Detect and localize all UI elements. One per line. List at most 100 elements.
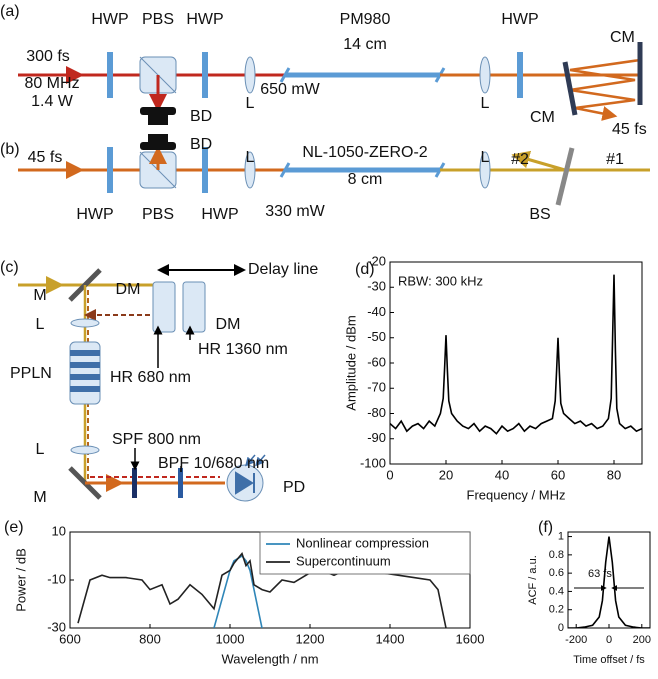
y-tick-label: -20 <box>367 253 386 268</box>
legend-label: Supercontinuum <box>296 553 391 568</box>
y-tick-label: -90 <box>367 430 386 445</box>
hwp-label: HWP <box>91 11 128 28</box>
pulse-label: 45 fs <box>612 121 647 138</box>
dump-label: BD <box>190 136 212 153</box>
x-tick-label: 1000 <box>216 631 245 646</box>
x-tick-label: 60 <box>551 467 565 482</box>
y-tick-label: -50 <box>367 329 386 344</box>
plot-frame <box>567 531 651 629</box>
x-tick-label: 40 <box>495 467 509 482</box>
legend-label: Nonlinear compression <box>296 535 429 550</box>
fiber-label: NL-1050-ZERO-2 <box>302 144 427 161</box>
y-tick-label: 0.6 <box>549 567 564 579</box>
lens-label: L <box>481 95 490 112</box>
lens-label: L <box>246 149 255 166</box>
y-tick-label: 0.4 <box>549 585 564 597</box>
hr-label: HR 1360 nm <box>198 341 288 358</box>
power-label: 330 mW <box>265 203 325 220</box>
y-axis-label: Power / dB <box>13 548 28 612</box>
dm-label: DM <box>216 316 241 333</box>
lens-label: L <box>481 149 490 166</box>
crystal-label: PPLN <box>10 365 52 382</box>
y-axis-label: Amplitude / dBm <box>343 315 358 410</box>
x-tick-label: 800 <box>139 631 161 646</box>
splitter-label: BS <box>529 206 550 223</box>
hwp-label: HWP <box>186 11 223 28</box>
y-tick-label: -30 <box>367 279 386 294</box>
panel-label: (a) <box>0 3 20 20</box>
dump-label: BD <box>190 108 212 125</box>
panel-a-optics <box>18 42 643 125</box>
plot-frame <box>389 261 643 465</box>
filter-label: SPF 800 nm <box>112 431 201 448</box>
x-tick-label: 20 <box>439 467 453 482</box>
hwp-label: HWP <box>501 11 538 28</box>
y-tick-label: -80 <box>367 405 386 420</box>
x-tick-label: 0 <box>606 634 612 646</box>
y-tick-label: -30 <box>47 619 66 634</box>
lens-label: L <box>246 95 255 112</box>
mirror-label: M <box>33 287 46 304</box>
x-axis-label: Time offset / fs <box>573 654 645 666</box>
x-tick-label: 80 <box>607 467 621 482</box>
y-tick-label: -10 <box>47 571 66 586</box>
fiber-label: PM980 <box>340 11 391 28</box>
panel-label: (c) <box>0 259 19 276</box>
power-label: 650 mW <box>260 81 320 98</box>
pbs-label: PBS <box>142 206 174 223</box>
y-tick-label: -100 <box>360 455 386 470</box>
panel-b-optics <box>18 134 650 206</box>
panel-label: (f) <box>538 519 553 536</box>
y-tick-label: 0 <box>558 622 564 634</box>
y-tick-label: -70 <box>367 380 386 395</box>
y-tick-label: 0.2 <box>549 604 564 616</box>
x-axis-label: Wavelength / nm <box>221 651 318 666</box>
fiber-length: 14 cm <box>343 36 387 53</box>
y-tick-label: 1 <box>558 530 564 542</box>
panel-label: (d) <box>355 261 375 278</box>
data-line <box>213 554 263 628</box>
lens-label: L <box>36 441 45 458</box>
rep-rate: 80 MHz <box>24 75 79 92</box>
pbs-label: PBS <box>142 11 174 28</box>
x-axis-label: Frequency / MHz <box>467 487 566 502</box>
y-tick-label: -40 <box>367 304 386 319</box>
annotation: RBW: 300 kHz <box>398 273 483 288</box>
panel-label: (e) <box>4 519 24 536</box>
pulse-label: 45 fs <box>28 149 63 166</box>
port-label: #2 <box>511 151 529 168</box>
legend-box <box>259 531 471 575</box>
x-tick-label: -200 <box>565 634 587 646</box>
panel-c-optics <box>18 264 266 502</box>
x-tick-label: 1200 <box>296 631 325 646</box>
y-axis-label: ACF / a.u. <box>527 555 539 605</box>
y-tick-label: 0.8 <box>549 549 564 561</box>
mirror-label: CM <box>610 29 635 46</box>
mirror-label: CM <box>530 109 555 126</box>
annotation: 63 fs <box>588 568 612 580</box>
fiber-length: 8 cm <box>348 171 383 188</box>
data-line <box>390 274 642 435</box>
y-tick-label: -60 <box>367 354 386 369</box>
filter-label: BPF 10/680 nm <box>158 455 269 472</box>
pulse-label: 300 fs <box>26 48 70 65</box>
dm-label: DM <box>116 281 141 298</box>
x-tick-label: 600 <box>59 631 81 646</box>
y-tick-label: 10 <box>52 523 66 538</box>
x-tick-label: 200 <box>633 634 651 646</box>
hwp-label: HWP <box>76 206 113 223</box>
delay-label: Delay line <box>248 261 318 278</box>
detector-label: PD <box>283 479 305 496</box>
hwp-label: HWP <box>201 206 238 223</box>
data-line <box>568 536 650 628</box>
mirror-label: M <box>33 489 46 506</box>
x-tick-label: 1400 <box>376 631 405 646</box>
panel-label: (b) <box>0 141 20 158</box>
power-label: 1.4 W <box>31 93 74 110</box>
hr-label: HR 680 nm <box>110 369 191 386</box>
lens-label: L <box>36 316 45 333</box>
x-tick-label: 0 <box>386 467 393 482</box>
x-tick-label: 1600 <box>456 631 485 646</box>
